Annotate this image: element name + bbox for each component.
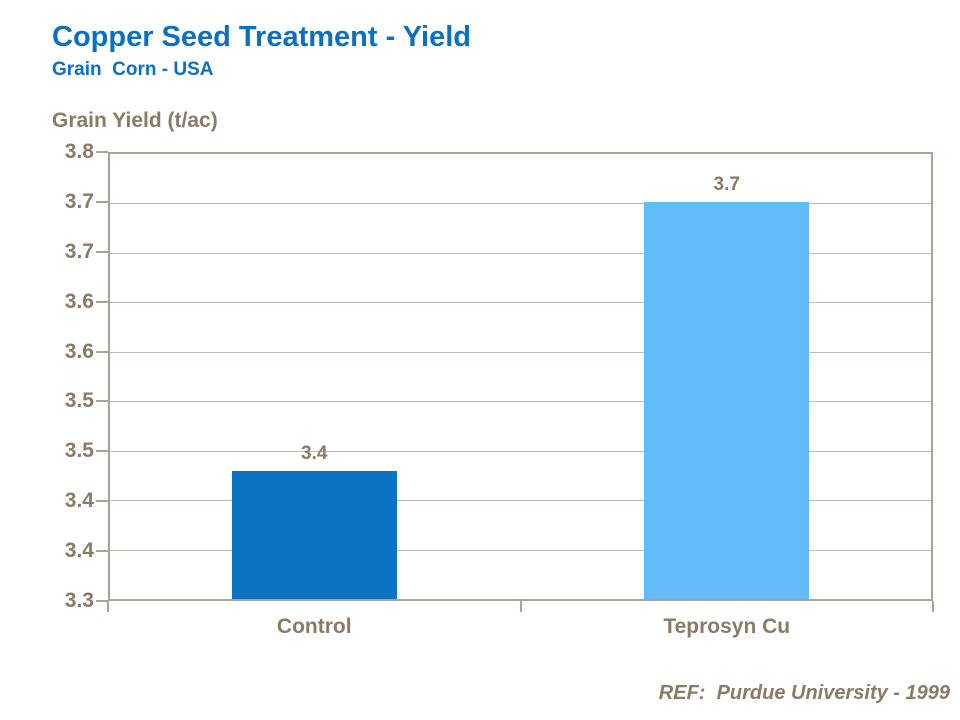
bar-value-label: 3.4 [301, 443, 328, 465]
y-tick-label: 3.8 [64, 140, 94, 163]
reference-text: REF: Purdue University - 1999 [658, 682, 950, 704]
chart-title: Copper Seed Treatment - Yield [52, 21, 471, 53]
y-tick-label: 3.3 [64, 589, 94, 612]
y-gridline [110, 549, 931, 551]
y-tick-mark [96, 550, 108, 553]
chart-subtitle: Grain Corn - USA [52, 59, 214, 80]
y-tick-label: 3.5 [64, 389, 94, 413]
y-tick-mark [96, 600, 108, 602]
y-tick-label: 3.7 [64, 189, 94, 213]
y-tick-mark [96, 400, 108, 403]
x-category-label-teprosyn-cu: Teprosyn Cu [663, 615, 791, 638]
y-tick-mark [96, 151, 108, 153]
bar-teprosyn-cu [644, 201, 810, 599]
x-category-label-control: Control [276, 615, 352, 638]
y-gridline [110, 450, 931, 452]
bar-control [231, 471, 397, 599]
y-gridline [110, 351, 931, 353]
y-tick-mark [96, 500, 108, 503]
y-tick-mark [96, 450, 108, 453]
x-tick-mark [107, 601, 109, 612]
y-tick-label: 3.6 [64, 289, 94, 313]
y-gridline [110, 302, 931, 304]
y-tick-mark [96, 300, 108, 303]
y-tick-mark [96, 250, 108, 253]
y-gridline [110, 252, 931, 254]
bar-value-label: 3.7 [713, 173, 740, 195]
y-tick-mark [96, 350, 108, 353]
y-gridline [110, 401, 931, 403]
y-tick-label: 3.4 [64, 539, 94, 563]
y-axis-title: Grain Yield (t/ac) [52, 109, 218, 132]
y-tick-label: 3.4 [64, 489, 94, 513]
y-tick-label: 3.7 [64, 239, 94, 263]
y-tick-mark [96, 200, 108, 203]
y-tick-label: 3.5 [64, 439, 94, 463]
y-gridline [110, 500, 931, 502]
x-tick-mark [932, 601, 934, 612]
x-tick-mark [519, 601, 522, 612]
y-tick-label: 3.6 [64, 339, 94, 363]
y-gridline [110, 203, 931, 205]
